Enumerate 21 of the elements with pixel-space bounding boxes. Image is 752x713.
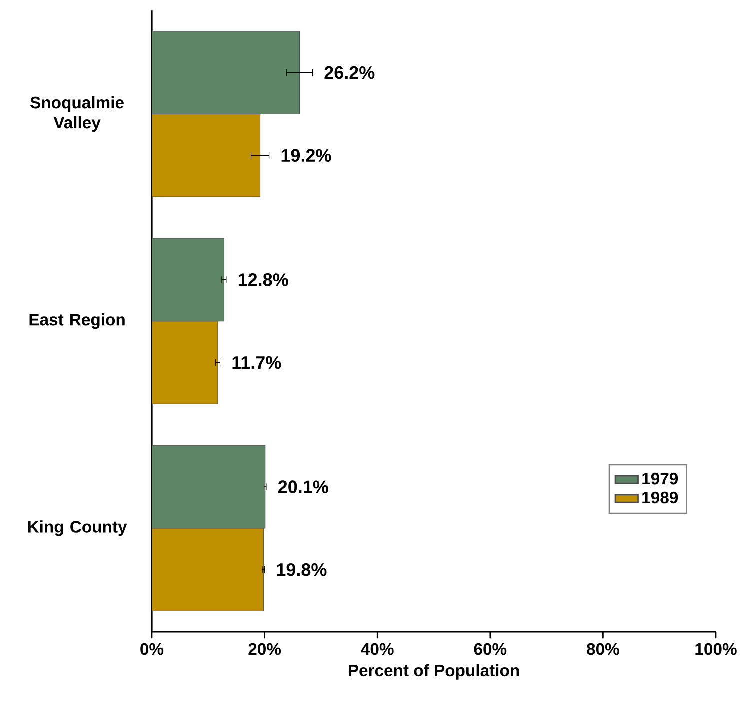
- x-tick-label: 60%: [474, 643, 507, 656]
- x-tick-label: 100%: [696, 643, 737, 656]
- data-label: 11.7%: [232, 356, 282, 369]
- data-label: 12.8%: [238, 273, 288, 286]
- y-tick-label: East Region: [30, 313, 125, 329]
- data-label: 19.8%: [277, 563, 327, 576]
- x-tick-label: 80%: [587, 643, 620, 656]
- x-tick-label: 40%: [361, 643, 394, 656]
- x-tick-label: 0%: [140, 643, 164, 656]
- y-tick-label: King County: [28, 520, 128, 536]
- legend-label: 1979: [642, 472, 678, 485]
- data-label: 20.1%: [278, 480, 328, 494]
- x-axis-title: Percent of Population: [348, 664, 520, 680]
- legend-label: 1989: [642, 492, 678, 504]
- bar: [152, 445, 266, 529]
- data-label: 26.2%: [324, 66, 375, 80]
- bar: [152, 238, 224, 322]
- x-tick-label: 20%: [248, 643, 282, 656]
- bar: [152, 30, 300, 114]
- data-label: 19.2%: [282, 149, 332, 162]
- y-tick-label: Snoqualmie Valley: [30, 96, 124, 132]
